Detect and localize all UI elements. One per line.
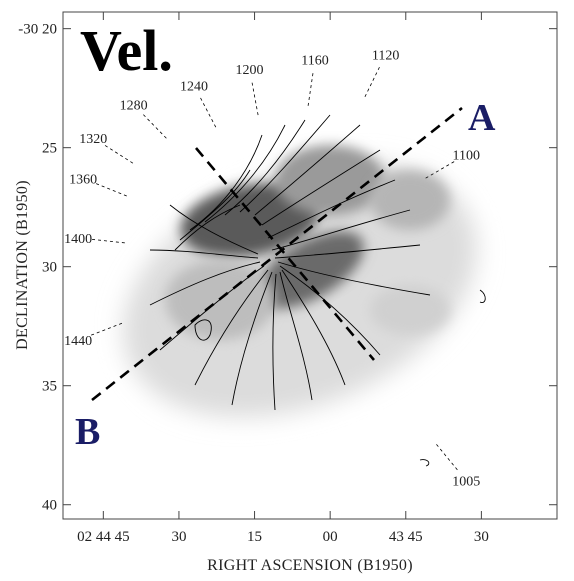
contour-line bbox=[254, 124, 361, 216]
y-axis: -30 20 25 30 35 40 bbox=[18, 22, 557, 514]
y-tick-label: 25 bbox=[42, 141, 57, 157]
panel-title: Vel. bbox=[80, 18, 173, 83]
contour-label-leader bbox=[200, 97, 217, 129]
contour-label: 1280 bbox=[120, 99, 148, 114]
cut-line-ab bbox=[91, 106, 463, 402]
contour-line bbox=[279, 265, 381, 356]
contour-line bbox=[279, 271, 313, 401]
x-tick-label: 02 44 45 bbox=[77, 529, 130, 545]
contour-line bbox=[419, 459, 430, 467]
contour-line bbox=[169, 204, 259, 255]
contour-label-leader bbox=[307, 73, 314, 107]
hi-intensity-image bbox=[123, 145, 477, 418]
x-tick-label: 00 bbox=[323, 529, 338, 545]
contour-line bbox=[231, 271, 273, 406]
contour-label: 1120 bbox=[372, 49, 399, 64]
contour-label-leader bbox=[251, 82, 259, 117]
contour-label: 1360 bbox=[69, 172, 97, 187]
contour-label-leader bbox=[364, 67, 380, 98]
y-tick-label: 35 bbox=[42, 379, 57, 395]
contour-label: 1160 bbox=[301, 53, 328, 68]
contour-line bbox=[194, 319, 212, 341]
contour-line bbox=[271, 209, 411, 251]
cut-label-b: B bbox=[75, 411, 100, 453]
x-tick-label: 30 bbox=[171, 529, 186, 545]
y-tick-label: 40 bbox=[42, 498, 57, 514]
contour-line bbox=[479, 289, 486, 303]
contour-labels: 1100 1120 1160 1200 1240 1280 1320 1360 1400 1440… bbox=[64, 49, 480, 490]
contour-label: 1320 bbox=[79, 132, 107, 147]
contour-line bbox=[194, 269, 269, 386]
contour-label-leader bbox=[104, 145, 134, 165]
contour-label-leader bbox=[92, 238, 126, 244]
y-tick-label: 30 bbox=[42, 260, 57, 276]
contour-line bbox=[267, 179, 396, 239]
y-tick-label: -30 20 bbox=[18, 22, 57, 38]
contour-line bbox=[281, 269, 346, 386]
plot-frame bbox=[62, 11, 558, 520]
contour-label-leader bbox=[95, 183, 128, 197]
contour-label-leader bbox=[143, 114, 168, 140]
x-tick-label: 43 45 bbox=[389, 529, 423, 545]
cut-line-minor bbox=[195, 147, 375, 361]
contour-line bbox=[261, 149, 381, 226]
x-tick-label: 15 bbox=[247, 529, 262, 545]
contour-label: 1400 bbox=[64, 232, 92, 247]
contour-line bbox=[189, 134, 263, 231]
cut-label-a: A bbox=[468, 97, 496, 139]
contour-line bbox=[277, 261, 431, 296]
contour-line bbox=[239, 114, 331, 213]
contour-line bbox=[204, 124, 286, 223]
contour-line bbox=[272, 273, 277, 411]
x-axis: 02 44 45 30 15 00 43 45 30 bbox=[77, 12, 489, 545]
contour-line bbox=[224, 119, 306, 216]
contour-line bbox=[149, 261, 261, 306]
position-velocity-cuts bbox=[91, 106, 463, 402]
y-axis-title: DECLINATION (B1950) bbox=[14, 180, 31, 350]
contour-label: 1240 bbox=[180, 80, 208, 95]
contour-label: 1200 bbox=[236, 63, 264, 78]
x-tick-label: 30 bbox=[474, 529, 489, 545]
contour-label: 1100 bbox=[453, 149, 480, 164]
contour-label: 1440 bbox=[64, 334, 92, 349]
contour-label: 1005 bbox=[452, 475, 480, 490]
x-axis-title: RIGHT ASCENSION (B1950) bbox=[207, 557, 413, 574]
contour-label-leader bbox=[91, 322, 124, 336]
contour-label-leader bbox=[435, 443, 458, 471]
contour-line bbox=[179, 169, 251, 241]
contour-line bbox=[149, 249, 259, 259]
contour-line bbox=[274, 244, 421, 259]
